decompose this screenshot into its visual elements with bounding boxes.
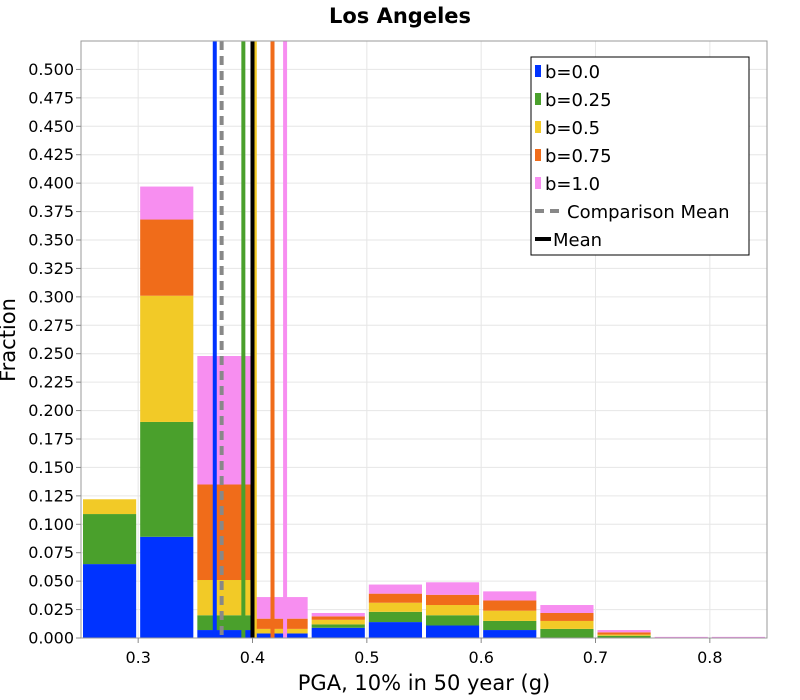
bar-segment: [483, 630, 537, 638]
bar-segment: [426, 615, 480, 626]
bar-segment: [311, 624, 365, 628]
bar-segment: [597, 630, 651, 633]
y-axis-label: Fraction: [0, 298, 20, 382]
legend-label: b=0.0: [545, 62, 600, 83]
y-tick-label: 0.000: [28, 629, 74, 648]
bar-segment: [140, 536, 194, 638]
x-tick-label: 0.8: [697, 648, 722, 667]
y-tick-label: 0.475: [28, 88, 74, 107]
bar-segment: [368, 593, 422, 603]
bar-segment: [426, 625, 480, 638]
bar-segment: [140, 186, 194, 220]
y-tick-label: 0.150: [28, 458, 74, 477]
bar-segment: [311, 616, 365, 620]
bar-segment: [368, 622, 422, 638]
y-tick-label: 0.125: [28, 486, 74, 505]
legend-swatch: [535, 93, 541, 105]
y-tick-label: 0.350: [28, 231, 74, 250]
y-tick-label: 0.050: [28, 572, 74, 591]
chart-title: Los Angeles: [329, 4, 471, 28]
legend-swatch: [535, 149, 541, 161]
bar-segment: [597, 632, 651, 635]
bar-segment: [483, 591, 537, 601]
x-tick-label: 0.7: [583, 648, 608, 667]
bar-segment: [140, 421, 194, 537]
bar-segment: [426, 582, 480, 595]
y-tick-label: 0.275: [28, 316, 74, 335]
legend-label: b=1.0: [545, 174, 600, 195]
bar-segment: [83, 499, 137, 515]
y-tick-label: 0.250: [28, 344, 74, 363]
plot-area-frame: [80, 40, 768, 639]
x-tick-label: 0.4: [240, 648, 265, 667]
x-axis-label: PGA, 10% in 50 year (g): [298, 671, 550, 695]
y-axis: 0.000 0.025 0.050 0.075 0.100 0.125 0.150 0.175…: [28, 60, 81, 648]
bar-segment: [483, 600, 537, 611]
bar-segment: [597, 635, 651, 638]
bar-segment: [140, 295, 194, 422]
legend-label: b=0.5: [545, 118, 600, 139]
y-tick-label: 0.175: [28, 430, 74, 449]
y-tick-label: 0.425: [28, 145, 74, 164]
bar-segment: [83, 514, 137, 565]
y-tick-label: 0.100: [28, 515, 74, 534]
y-tick-label: 0.225: [28, 373, 74, 392]
y-tick-label: 0.325: [28, 259, 74, 278]
y-tick-label: 0.450: [28, 117, 74, 136]
legend: b=0.0 b=0.25 b=0.5 b=0.75 b=1.0 Comparison Me…: [530, 56, 750, 256]
bar-segment: [368, 611, 422, 623]
bar-segment: [540, 612, 594, 621]
legend-label: b=0.25: [545, 90, 612, 111]
x-tick-label: 0.3: [125, 648, 150, 667]
legend-swatch: [535, 177, 541, 189]
bar-segment: [711, 636, 765, 638]
bar-segment: [83, 564, 137, 638]
bar-segment: [368, 602, 422, 612]
y-tick-label: 0.300: [28, 287, 74, 306]
x-axis: 0.3 0.4 0.5 0.6 0.7 0.8: [125, 638, 723, 667]
bar-segment: [254, 628, 308, 634]
y-tick-label: 0.375: [28, 202, 74, 221]
legend-swatch: [535, 121, 541, 133]
bar-segment: [311, 619, 365, 625]
bar-segment: [254, 618, 308, 629]
mean-lines-layer: [212, 41, 288, 638]
y-tick-label: 0.075: [28, 543, 74, 562]
y-tick-label: 0.200: [28, 401, 74, 420]
bar-segment: [654, 636, 708, 638]
x-tick-label: 0.6: [468, 648, 493, 667]
bar-segment: [540, 605, 594, 613]
bar-segment: [426, 605, 480, 616]
bar-segment: [368, 584, 422, 594]
bar-segment: [483, 620, 537, 631]
bar-segment: [426, 594, 480, 606]
bar-segment: [254, 597, 308, 619]
bar-segment: [540, 628, 594, 638]
bar-segment: [197, 630, 251, 638]
bar-segment: [311, 612, 365, 617]
y-tick-label: 0.400: [28, 174, 74, 193]
legend-label: Mean: [553, 230, 602, 251]
legend-label: Comparison Mean: [567, 202, 730, 223]
bar-segment: [483, 610, 537, 621]
legend-label: b=0.75: [545, 146, 612, 167]
bar-segment: [197, 615, 251, 631]
y-tick-label: 0.025: [28, 600, 74, 619]
bar-segment: [311, 627, 365, 638]
legend-swatch: [535, 65, 541, 77]
bar-segment: [140, 219, 194, 296]
bar-segment: [254, 633, 308, 638]
y-tick-label: 0.500: [28, 60, 74, 79]
bar-segment: [597, 634, 651, 636]
x-tick-label: 0.5: [354, 648, 379, 667]
legend-box: [530, 56, 750, 256]
bar-segment: [540, 620, 594, 629]
